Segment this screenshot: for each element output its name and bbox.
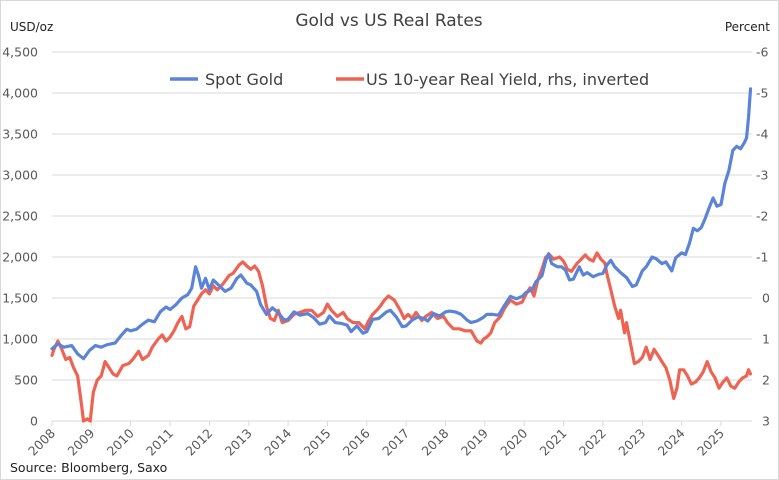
left-tick-label: 4,000 [2, 86, 38, 101]
x-tick-label: 2010 [104, 425, 137, 458]
legend-label-spot-gold: Spot Gold [205, 70, 283, 89]
right-tick-label: 1 [762, 332, 770, 347]
x-tick-label: 2014 [261, 425, 294, 458]
right-tick-label: 2 [762, 373, 770, 388]
right-axis-label: Percent [725, 20, 770, 34]
right-tick-label: 3 [762, 414, 770, 429]
x-tick-label: 2015 [300, 426, 333, 459]
left-tick-label: 1,500 [2, 291, 38, 306]
x-tick-label: 2016 [340, 425, 373, 458]
right-tick-label: -2 [756, 209, 768, 224]
x-tick-label: 2021 [537, 426, 570, 459]
left-tick-label: 1,000 [2, 332, 38, 347]
right-tick-label: 0 [762, 291, 770, 306]
x-tick-label: 2022 [576, 426, 609, 459]
right-axis-ticks: -6 -5 -4 -3 -2 -1 0 1 2 3 [756, 45, 770, 429]
x-tick-label: 2019 [458, 425, 491, 458]
x-axis-ticks: 2008 2009 2010 2011 2012 2013 2014 2015 2016 2017… [25, 421, 727, 459]
right-tick-label: -3 [756, 168, 768, 183]
series-line-real-yield [50, 251, 753, 423]
right-tick-label: -1 [756, 250, 768, 265]
x-tick-label: 2024 [655, 425, 688, 458]
left-tick-label: 500 [14, 373, 38, 388]
x-tick-label: 2018 [419, 425, 452, 458]
series-line-spot-gold [50, 87, 753, 361]
left-axis-label: USD/oz [10, 20, 53, 34]
right-tick-label: -4 [756, 127, 769, 142]
x-tick-label: 2008 [25, 425, 58, 458]
x-tick-label: 2009 [64, 425, 97, 458]
legend-label-real-yield: US 10-year Real Yield, rhs, inverted [366, 70, 649, 89]
x-tick-label: 2020 [497, 425, 530, 458]
right-tick-label: -6 [756, 45, 769, 60]
gridlines [52, 51, 752, 422]
left-tick-label: 2,000 [2, 250, 38, 265]
x-tick-label: 2012 [182, 426, 215, 459]
x-tick-label: 2023 [615, 426, 648, 459]
left-axis-ticks: 0 500 1,000 1,500 2,000 2,500 3,000 3,500 4,000 4… [2, 45, 38, 429]
x-tick-label: 2017 [379, 426, 412, 459]
left-tick-label: 0 [30, 414, 38, 429]
x-tick-label: 2013 [222, 426, 255, 459]
left-tick-label: 3,500 [2, 127, 38, 142]
right-tick-label: -5 [756, 86, 768, 101]
series-lines [50, 87, 753, 423]
left-tick-label: 2,500 [2, 209, 38, 224]
left-tick-label: 3,000 [2, 168, 38, 183]
x-tick-label: 2025 [694, 426, 727, 459]
x-tick-label: 2011 [143, 426, 176, 459]
chart-title: Gold vs US Real Rates [295, 11, 482, 31]
source-note: Source: Bloomberg, Saxo [10, 460, 167, 475]
left-tick-label: 4,500 [2, 45, 38, 60]
legend: Spot Gold US 10-year Real Yield, rhs, in… [170, 70, 649, 89]
